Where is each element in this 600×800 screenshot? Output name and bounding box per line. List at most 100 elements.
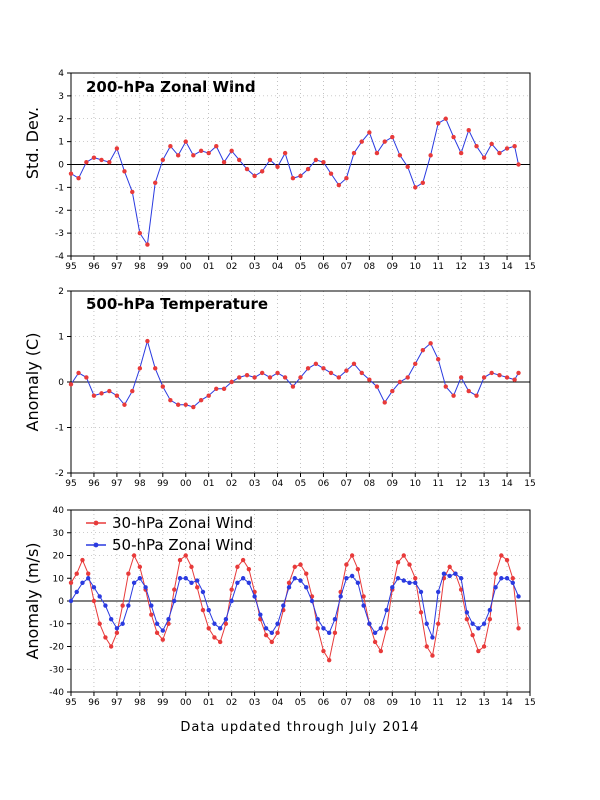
data-point	[195, 585, 200, 590]
data-point	[430, 635, 435, 640]
data-point	[275, 164, 280, 169]
data-point	[481, 155, 487, 160]
x-tick-label: 15	[524, 479, 535, 489]
y-tick-label: -40	[49, 688, 64, 698]
data-point	[290, 384, 296, 389]
data-point	[107, 160, 112, 165]
data-point	[349, 553, 355, 558]
series-1	[68, 338, 521, 410]
x-tick-label: 05	[295, 262, 306, 272]
series-2	[68, 571, 521, 640]
data-point	[282, 150, 288, 156]
data-point	[441, 571, 447, 576]
data-point	[397, 379, 403, 385]
data-point	[436, 621, 441, 626]
data-point	[160, 637, 165, 642]
data-point	[367, 130, 372, 135]
y-tick-label: -30	[49, 665, 64, 675]
data-point	[235, 564, 240, 570]
data-point	[359, 370, 364, 376]
data-point	[97, 621, 102, 626]
data-point	[351, 361, 357, 366]
x-tick-label: 04	[272, 262, 284, 272]
data-point	[504, 375, 510, 380]
data-point	[122, 169, 127, 174]
data-point	[91, 598, 97, 604]
data-point	[108, 644, 114, 649]
data-point	[420, 347, 426, 353]
data-point	[351, 150, 357, 156]
data-point	[474, 144, 479, 149]
data-point	[183, 576, 188, 581]
data-point	[275, 621, 280, 626]
data-point	[212, 621, 217, 626]
y-tick-label: 1	[58, 333, 64, 343]
data-point	[244, 166, 250, 172]
data-point	[447, 564, 452, 570]
data-point	[405, 164, 410, 169]
data-point	[143, 585, 148, 590]
x-tick-label: 13	[478, 262, 489, 272]
data-point	[453, 571, 458, 576]
data-point	[107, 388, 112, 394]
data-point	[120, 621, 125, 626]
data-point	[263, 632, 269, 638]
data-point	[130, 388, 135, 394]
data-point	[217, 639, 223, 645]
data-point	[321, 366, 326, 371]
data-point	[487, 607, 493, 613]
data-point	[153, 180, 158, 185]
data-point	[183, 402, 188, 407]
data-point	[212, 635, 217, 640]
data-point	[447, 573, 452, 579]
data-point	[464, 617, 470, 622]
data-point	[481, 621, 487, 626]
data-point	[489, 370, 494, 376]
data-point	[237, 375, 242, 380]
data-point	[200, 607, 206, 613]
data-point	[269, 630, 275, 636]
data-point	[292, 564, 297, 570]
x-tick-label: 11	[432, 698, 443, 708]
data-point	[313, 157, 319, 163]
x-tick-label: 08	[364, 698, 376, 708]
data-point	[258, 612, 263, 617]
x-tick-label: 08	[364, 479, 376, 489]
data-point	[223, 617, 229, 622]
data-point	[229, 379, 234, 385]
x-tick-label: 01	[203, 262, 214, 272]
data-point	[374, 150, 380, 156]
data-point	[407, 580, 412, 585]
y-tick-label: 2	[58, 287, 64, 297]
x-tick-label: 96	[88, 698, 100, 708]
data-point	[428, 153, 433, 158]
data-point	[223, 621, 229, 626]
x-tick-label: 11	[432, 479, 443, 489]
data-point	[99, 157, 104, 163]
data-point	[489, 141, 494, 147]
data-point	[436, 357, 441, 362]
data-point	[235, 580, 240, 585]
data-point	[413, 580, 418, 585]
data-point	[476, 626, 481, 631]
x-tick-label: 10	[410, 479, 422, 489]
data-point	[206, 607, 211, 613]
data-point	[137, 564, 143, 570]
data-point	[153, 366, 158, 371]
chart-2-ylabel: Anomaly (C)	[23, 333, 42, 432]
x-tick-label: 97	[111, 479, 122, 489]
data-point	[292, 576, 297, 581]
data-point	[367, 377, 372, 382]
data-point	[305, 166, 311, 172]
data-point	[240, 557, 246, 563]
data-point	[286, 585, 292, 590]
series-1	[68, 553, 521, 663]
legend-label-50hpa: 50-hPa Zonal Wind	[112, 536, 253, 554]
data-point	[309, 598, 315, 604]
data-point	[443, 116, 448, 121]
data-point	[263, 626, 269, 631]
data-point	[424, 621, 429, 626]
x-tick-label: 98	[134, 698, 146, 708]
